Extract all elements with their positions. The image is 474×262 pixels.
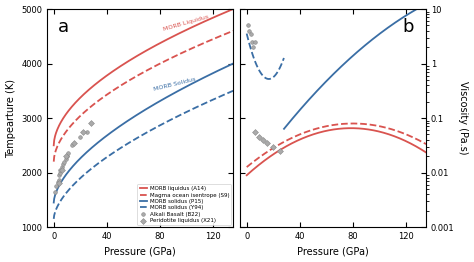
Magma ocean isentrope (S9) (164, 59, 169, 62)
Point (247, 32, 255, 36)
Alkali Basalt (B22) (51, 189, 59, 194)
Line: MORB solidus (P15): MORB solidus (P15) (54, 64, 233, 203)
Peridotite liquidus (X21) (62, 154, 70, 158)
Point (255, 135, 263, 139)
Line: MORB liquidus (A14): MORB liquidus (A14) (54, 9, 233, 145)
MORB liquidus (A14) (181, 29, 187, 32)
MORB liquidus (A14) (73, 101, 78, 104)
Alkali Basalt (B22) (62, 157, 70, 161)
MORB solidus (Y94) (122, 144, 128, 147)
Point (270, 144, 277, 149)
Alkali Basalt (B22) (54, 180, 62, 184)
Alkali Basalt (B22) (83, 130, 91, 134)
Point (248, 40, 256, 44)
MORB solidus (P15) (51, 201, 56, 204)
Magma ocean isentrope (S9) (122, 81, 128, 85)
MORB solidus (Y94) (164, 120, 169, 123)
Text: MORB Liquidus: MORB Liquidus (163, 14, 210, 32)
Alkali Basalt (B22) (61, 160, 68, 164)
MORB solidus (Y94) (181, 112, 187, 115)
Magma ocean isentrope (S9) (51, 160, 56, 163)
Alkali Basalt (B22) (55, 173, 63, 177)
MORB solidus (Y94) (109, 152, 115, 155)
Legend: MORB liquidus (A14), Magma ocean isentrope (S9), MORB solidus (P15), MORB solidu: MORB liquidus (A14), Magma ocean isentro… (137, 184, 231, 225)
Peridotite liquidus (X21) (70, 140, 77, 145)
Magma ocean isentrope (S9) (73, 119, 78, 122)
Alkali Basalt (B22) (69, 143, 76, 148)
Point (249, 45, 257, 49)
Text: MORB Solidus: MORB Solidus (154, 77, 197, 92)
Point (251, 130, 258, 134)
Alkali Basalt (B22) (56, 168, 64, 172)
Magma ocean isentrope (S9) (181, 50, 187, 53)
Alkali Basalt (B22) (55, 178, 63, 182)
MORB solidus (P15) (122, 121, 128, 124)
Alkali Basalt (B22) (63, 154, 71, 158)
Peridotite liquidus (X21) (87, 121, 95, 125)
Point (251, 40, 258, 44)
Point (276, 149, 284, 153)
MORB solidus (P15) (181, 87, 186, 90)
MORB liquidus (A14) (109, 70, 115, 73)
MORB solidus (P15) (73, 162, 78, 165)
Point (259, 138, 266, 142)
MORB solidus (Y94) (51, 217, 56, 220)
MORB solidus (P15) (164, 96, 169, 99)
MORB solidus (Y94) (230, 89, 236, 92)
MORB solidus (Y94) (181, 112, 186, 115)
MORB solidus (P15) (230, 62, 236, 65)
Text: a: a (58, 18, 69, 36)
Alkali Basalt (B22) (59, 162, 67, 166)
Peridotite liquidus (X21) (55, 181, 63, 185)
MORB liquidus (A14) (230, 8, 236, 11)
X-axis label: Pressure (GPa): Pressure (GPa) (297, 247, 369, 256)
Line: Magma ocean isentrope (S9): Magma ocean isentrope (S9) (54, 31, 233, 162)
Alkali Basalt (B22) (64, 151, 72, 156)
Peridotite liquidus (X21) (79, 130, 87, 134)
Y-axis label: Viscosity (Pa.s): Viscosity (Pa.s) (458, 81, 468, 155)
Text: b: b (402, 18, 413, 36)
MORB liquidus (A14) (164, 38, 169, 41)
Point (263, 141, 271, 145)
Line: MORB solidus (Y94): MORB solidus (Y94) (54, 91, 233, 219)
X-axis label: Pressure (GPa): Pressure (GPa) (104, 247, 176, 256)
MORB liquidus (A14) (51, 144, 56, 147)
Point (246, 29, 253, 33)
Alkali Basalt (B22) (56, 171, 64, 175)
MORB liquidus (A14) (181, 30, 186, 33)
Magma ocean isentrope (S9) (109, 90, 115, 93)
Alkali Basalt (B22) (76, 135, 84, 139)
Alkali Basalt (B22) (58, 165, 65, 169)
Magma ocean isentrope (S9) (181, 51, 186, 54)
MORB solidus (Y94) (73, 181, 78, 184)
Point (244, 23, 252, 28)
MORB solidus (P15) (109, 130, 115, 133)
Peridotite liquidus (X21) (58, 168, 65, 172)
Magma ocean isentrope (S9) (230, 29, 236, 32)
Y-axis label: Tempearture (K): Tempearture (K) (6, 79, 16, 157)
MORB liquidus (A14) (122, 62, 128, 65)
MORB solidus (P15) (181, 86, 187, 89)
Alkali Basalt (B22) (53, 184, 60, 188)
